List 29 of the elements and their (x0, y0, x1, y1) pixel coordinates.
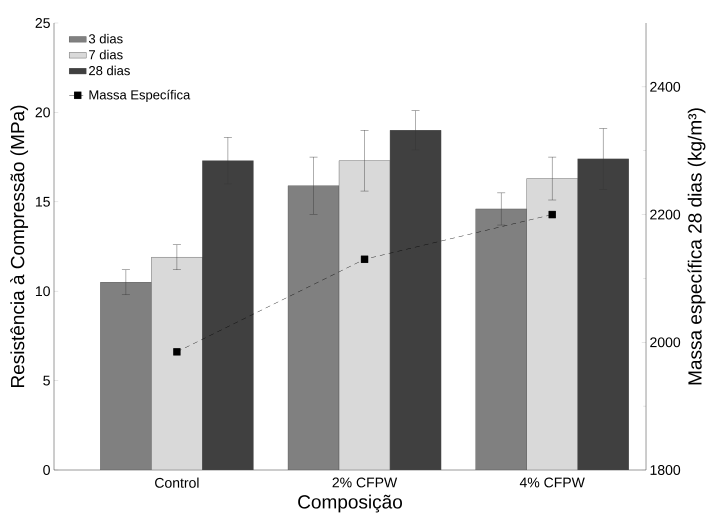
y2-tick-label: 2400 (650, 82, 680, 92)
bar (100, 282, 152, 470)
x-axis-title: Composição (298, 494, 402, 512)
y2-tick-label: 1800 (650, 465, 680, 475)
y-tick-label: 15 (36, 196, 50, 207)
y-axis-title: Resistência à Compressão (MPa) (10, 106, 28, 387)
y-tick-label: 5 (43, 376, 50, 386)
y-tick-label: 10 (36, 286, 50, 296)
y-tick-label: 25 (36, 18, 50, 28)
bar (151, 257, 203, 470)
x-tick-label: Control (155, 478, 199, 488)
bar (475, 208, 527, 470)
point (548, 210, 556, 218)
y-tick-label: 0 (43, 465, 50, 475)
point (360, 256, 368, 263)
y2-tick-label: 2000 (650, 337, 680, 348)
x-tick-label: 2% CFPW (332, 478, 398, 488)
x-tick-label: 4% CFPW (520, 478, 585, 488)
point (173, 348, 181, 356)
bar (526, 178, 578, 470)
y2-tick-label: 2200 (650, 210, 680, 220)
y-tick-label: 20 (36, 107, 50, 118)
y2-axis-title: Massa específica 28 dias (kg/m³) (688, 108, 706, 384)
bar (288, 186, 340, 470)
legend-label: 3 dias (88, 34, 123, 44)
bar (338, 160, 390, 470)
legend-label: Massa Específica (89, 90, 190, 102)
legend-label: 7 dias (89, 50, 123, 60)
legend-label: 28 dias (89, 66, 130, 76)
